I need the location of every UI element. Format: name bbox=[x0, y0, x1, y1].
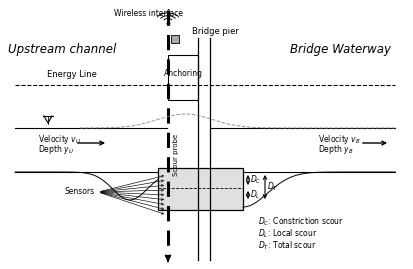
Bar bbox=[171, 35, 179, 43]
Bar bbox=[158, 168, 243, 210]
Text: Sensors: Sensors bbox=[65, 187, 95, 196]
Text: Energy Line: Energy Line bbox=[47, 70, 97, 79]
Text: Velocity $v_B$: Velocity $v_B$ bbox=[318, 133, 361, 147]
Text: Depth $y_B$: Depth $y_B$ bbox=[318, 143, 354, 157]
Text: Scour probe: Scour probe bbox=[173, 134, 179, 176]
Text: Bridge pier: Bridge pier bbox=[192, 27, 238, 37]
Text: $D_T$: Total scour: $D_T$: Total scour bbox=[258, 240, 317, 252]
Bar bbox=[168, 55, 198, 100]
Text: Velocity $v_U$: Velocity $v_U$ bbox=[38, 133, 81, 147]
Text: $D_T$: $D_T$ bbox=[267, 181, 278, 193]
Text: Bridge Waterway: Bridge Waterway bbox=[290, 44, 391, 56]
Text: $D_C$: $D_C$ bbox=[250, 174, 261, 186]
Text: $D_L$: $D_L$ bbox=[250, 189, 261, 201]
Text: Anchoring: Anchoring bbox=[164, 69, 202, 77]
Text: $D_L$: Local scour: $D_L$: Local scour bbox=[258, 228, 317, 240]
Text: Wireless interface: Wireless interface bbox=[114, 9, 183, 19]
Text: Upstream channel: Upstream channel bbox=[8, 44, 116, 56]
Text: Depth $y_U$: Depth $y_U$ bbox=[38, 143, 74, 157]
Text: $D_C$: Constriction scour: $D_C$: Constriction scour bbox=[258, 216, 344, 228]
